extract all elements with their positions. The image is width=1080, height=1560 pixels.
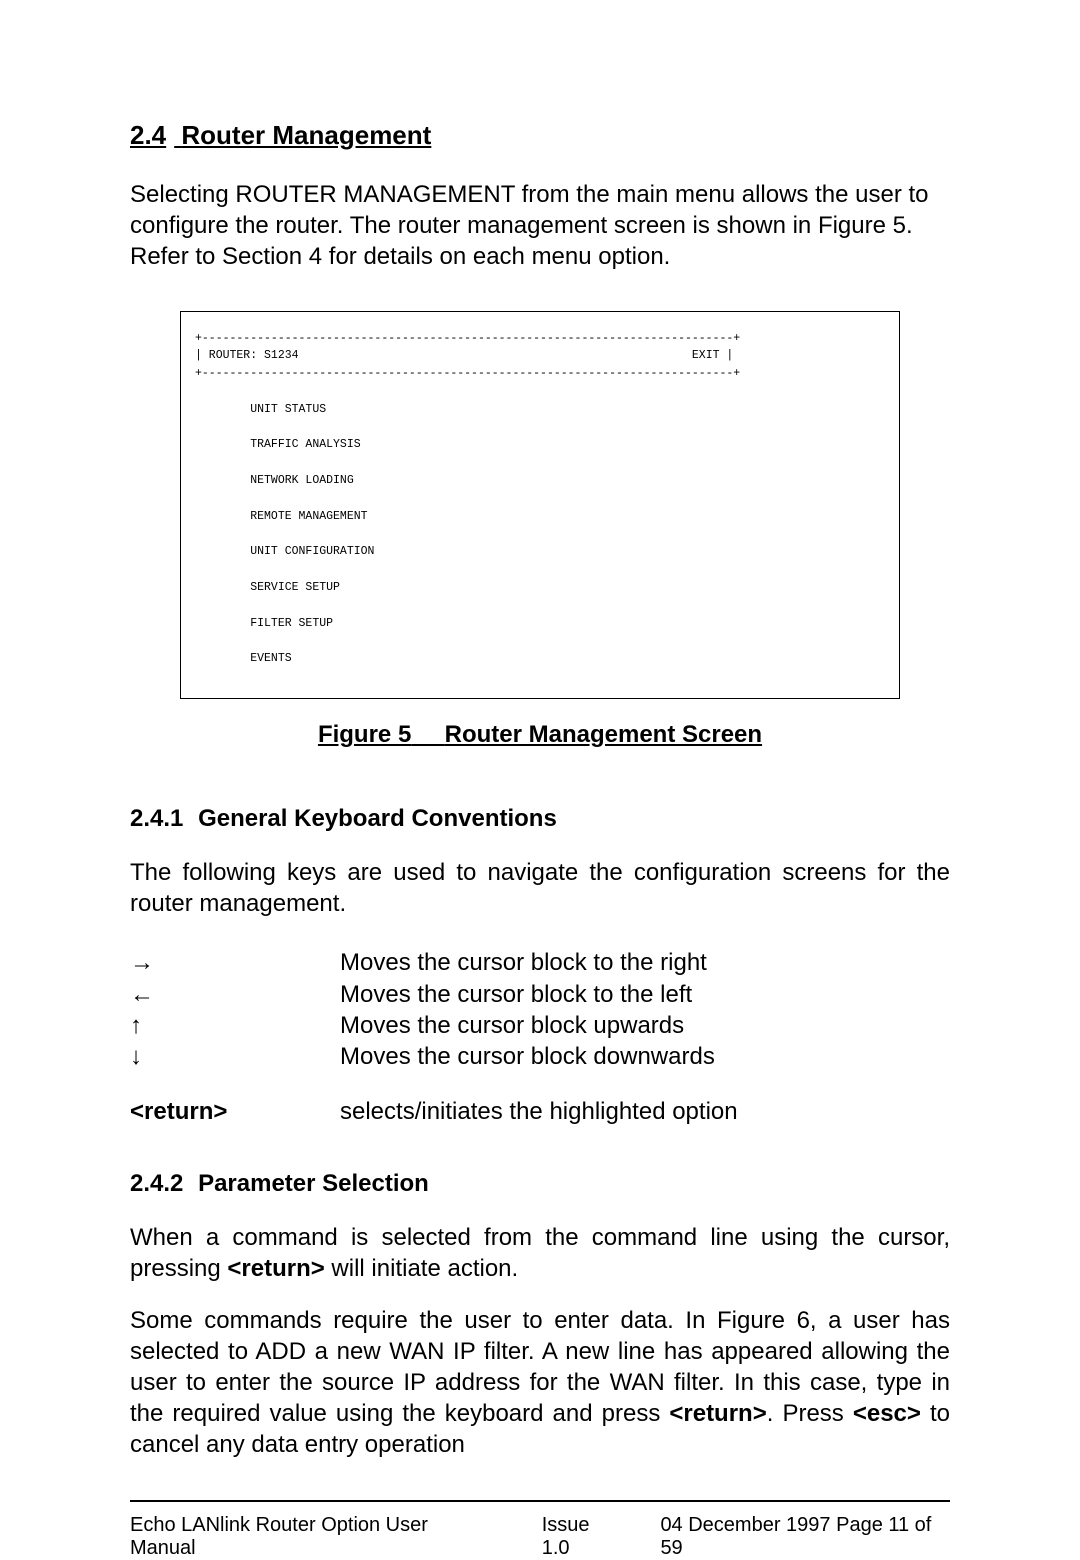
key-desc: Moves the cursor block to the right xyxy=(340,947,950,978)
terminal-item: REMOTE MANAGEMENT xyxy=(250,510,367,523)
key-desc: Moves the cursor block upwards xyxy=(340,1010,950,1041)
arrow-down-icon: ↓ xyxy=(130,1041,340,1072)
terminal-bottom-border: +---------------------------------------… xyxy=(195,367,740,380)
section-heading: 2.4 Router Management xyxy=(130,120,950,151)
key-desc: Moves the cursor block downwards xyxy=(340,1041,950,1072)
key-table: → Moves the cursor block to the right ← … xyxy=(130,947,950,1072)
sub2-p2: Some commands require the user to enter … xyxy=(130,1305,950,1461)
subsection-heading-1: 2.4.1 General Keyboard Conventions xyxy=(130,805,950,833)
section-number: 2.4 xyxy=(130,120,166,150)
key-row: ↓ Moves the cursor block downwards xyxy=(130,1041,950,1072)
footer-left: Echo LANlink Router Option User Manual xyxy=(130,1514,488,1560)
subsection-number-2: 2.4.2 xyxy=(130,1170,183,1197)
key-desc: Moves the cursor block to the left xyxy=(340,979,950,1010)
footer-right: 04 December 1997 Page 11 of 59 xyxy=(660,1514,950,1560)
terminal-item: FILTER SETUP xyxy=(250,617,333,630)
figure-title: Router Management Screen xyxy=(445,721,762,748)
arrow-up-icon: ↑ xyxy=(130,1010,340,1041)
terminal-top-border: +---------------------------------------… xyxy=(195,332,740,345)
p2-esc: <esc> xyxy=(853,1400,921,1427)
terminal-item: SERVICE SETUP xyxy=(250,581,340,594)
return-row: <return> selects/initiates the highlight… xyxy=(130,1098,950,1126)
terminal-screen: +---------------------------------------… xyxy=(180,311,900,699)
p1-c: will initiate action. xyxy=(325,1255,518,1282)
page: 2.4 Router Management Selecting ROUTER M… xyxy=(0,0,1080,1528)
sub2-p1: When a command is selected from the comm… xyxy=(130,1222,950,1284)
terminal-item: EVENTS xyxy=(250,652,291,665)
subsection-title-2: Parameter Selection xyxy=(198,1170,429,1197)
terminal-item: UNIT STATUS xyxy=(250,403,326,416)
subsection-title-1: General Keyboard Conventions xyxy=(198,805,557,832)
key-row: ↑ Moves the cursor block upwards xyxy=(130,1010,950,1041)
figure-label: Figure 5 xyxy=(318,721,411,748)
sub1-intro: The following keys are used to navigate … xyxy=(130,857,950,919)
figure-caption: Figure 5 Router Management Screen xyxy=(130,721,950,749)
p2-c: . Press xyxy=(767,1400,853,1427)
intro-paragraph: Selecting ROUTER MANAGEMENT from the mai… xyxy=(130,179,950,273)
p2-return: <return> xyxy=(669,1400,766,1427)
footer-rule xyxy=(130,1500,950,1502)
return-desc: selects/initiates the highlighted option xyxy=(340,1098,738,1126)
terminal-header-left: | ROUTER: S1234 xyxy=(195,349,299,362)
terminal-item: UNIT CONFIGURATION xyxy=(250,545,374,558)
p1-return: <return> xyxy=(227,1255,324,1282)
subsection-heading-2: 2.4.2 Parameter Selection xyxy=(130,1170,950,1198)
subsection-number-1: 2.4.1 xyxy=(130,805,183,832)
page-footer: Echo LANlink Router Option User Manual I… xyxy=(130,1514,950,1560)
terminal-header-right: EXIT | xyxy=(692,349,733,362)
arrow-left-icon: ← xyxy=(130,979,340,1010)
section-title: Router Management xyxy=(181,120,431,150)
key-row: → Moves the cursor block to the right xyxy=(130,947,950,978)
footer-mid: Issue 1.0 xyxy=(542,1514,621,1560)
key-row: ← Moves the cursor block to the left xyxy=(130,979,950,1010)
terminal-item: TRAFFIC ANALYSIS xyxy=(250,438,360,451)
arrow-right-icon: → xyxy=(130,947,340,978)
terminal-item: NETWORK LOADING xyxy=(250,474,354,487)
return-key-label: <return> xyxy=(130,1098,340,1126)
